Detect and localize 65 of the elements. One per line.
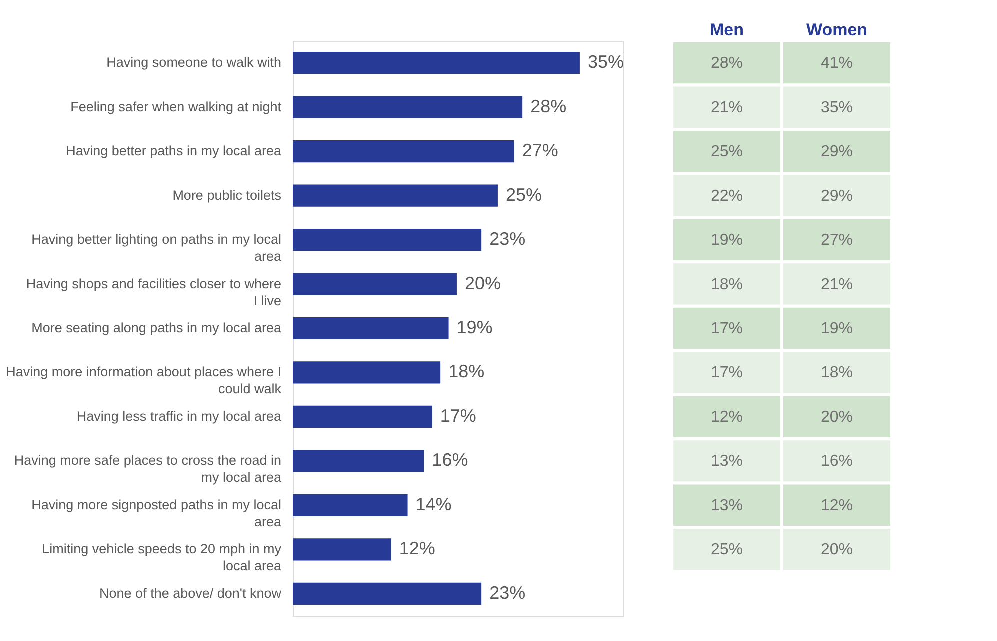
text: 13% — [710, 453, 744, 470]
data-label: 20% — [464, 273, 502, 294]
data-label: 35% — [588, 52, 624, 72]
text: 22% — [710, 188, 744, 205]
text: 20% — [820, 408, 854, 426]
data-label: 17% — [440, 406, 476, 426]
bar — [293, 52, 580, 74]
text: 19% — [710, 232, 744, 250]
data-label: 19% — [456, 318, 493, 338]
bar — [293, 538, 392, 561]
data-label: 18% — [448, 362, 485, 382]
bar — [293, 317, 449, 340]
data-label: 14% — [416, 494, 452, 514]
data-label: 23% — [490, 582, 526, 603]
text: 17% — [710, 364, 744, 382]
y-tick-label: None of the above/ don't know — [100, 586, 282, 601]
text: 18% — [710, 276, 744, 294]
text: 18% — [820, 364, 854, 382]
text: 29% — [820, 188, 854, 205]
y-tick-label: More public toilets — [172, 188, 282, 203]
data-label: 28% — [530, 96, 567, 116]
text: 25% — [710, 144, 744, 161]
text: 29% — [820, 144, 854, 161]
data-label: 25% — [506, 184, 542, 205]
text: 12% — [820, 497, 854, 514]
bar — [293, 494, 408, 516]
text: 41% — [820, 55, 854, 72]
text: 19% — [820, 320, 854, 338]
data-label: 27% — [522, 140, 558, 161]
y-tick-label: Feeling safer when walking at night — [70, 99, 282, 114]
y-tick-label: Having someone to walk with — [106, 55, 282, 70]
bar — [293, 96, 523, 118]
y-tick-label: Having less traffic in my local area — [76, 408, 282, 424]
y-tick-label: Having shops and facilities closer to where I live — [26, 276, 282, 308]
bar — [293, 450, 424, 472]
y-tick-label: Having more safe places to cross the road in my local area — [14, 453, 282, 486]
bar — [293, 362, 441, 384]
text: 21% — [710, 99, 744, 116]
text: 16% — [820, 453, 854, 470]
y-tick-label: Having better paths in my local area — [66, 144, 282, 159]
y-tick-label: More seating along paths in my local area — [32, 320, 282, 336]
text: 35% — [820, 99, 854, 116]
text: 27% — [820, 232, 854, 250]
category-label: Women — [806, 20, 868, 40]
data-label: 16% — [432, 450, 468, 470]
text: 21% — [820, 276, 854, 294]
text: 20% — [820, 542, 854, 559]
text: 12% — [710, 408, 744, 426]
y-tick-label: Having more information about places where I could walk — [6, 364, 282, 397]
y-tick-label: Limiting vehicle speeds to 20 mph in my local area — [42, 542, 282, 574]
text: 17% — [710, 320, 744, 338]
y-tick-label: Having more signposted paths in my local area — [32, 497, 282, 530]
bar — [293, 273, 457, 296]
text: 13% — [710, 497, 744, 514]
text: 25% — [710, 542, 744, 559]
bar — [293, 184, 498, 207]
data-label: 12% — [399, 538, 436, 559]
text: 28% — [710, 55, 744, 72]
bar — [293, 406, 432, 428]
y-tick-label: Having better lighting on paths in my local area — [32, 232, 282, 264]
category-label: Men — [710, 20, 744, 40]
bar — [293, 582, 482, 605]
data-label: 23% — [490, 229, 526, 250]
bar — [293, 228, 482, 252]
bar — [293, 140, 514, 163]
